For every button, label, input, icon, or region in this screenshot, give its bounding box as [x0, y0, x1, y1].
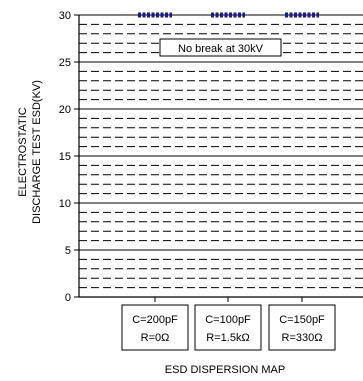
condition-resistance: R=0Ω: [141, 332, 170, 344]
axis-layer: 0 5 10 15 20 25 30: [59, 10, 363, 304]
x-axis-title: ESD DISPERSION MAP: [165, 364, 285, 376]
condition-box: C=150pF R=330Ω: [268, 304, 336, 351]
y-tick-label: 25: [59, 57, 71, 69]
y-tick-label: 15: [59, 151, 71, 163]
condition-box-frame: [194, 304, 262, 351]
y-tick-label: 0: [65, 292, 71, 304]
annotation: No break at 30kV: [159, 38, 282, 57]
condition-box: C=100pF R=1.5kΩ: [194, 304, 262, 351]
condition-box-frame: [121, 304, 189, 351]
condition-box: C=200pF R=0Ω: [121, 304, 189, 351]
condition-box-frame: [268, 304, 336, 351]
y-tick-label: 30: [59, 10, 71, 22]
condition-capacitance: C=100pF: [205, 314, 251, 326]
y-tick-label: 20: [59, 104, 71, 116]
condition-resistance: R=1.5kΩ: [206, 332, 249, 344]
annotation-box: [159, 38, 282, 57]
annotation-text: No break at 30kV: [178, 43, 264, 55]
condition-capacitance: C=150pF: [279, 314, 325, 326]
condition-boxes: C=200pF R=0Ω C=100pF R=1.5kΩ C=150pF R=330Ω: [121, 304, 336, 351]
condition-capacitance: C=200pF: [132, 314, 178, 326]
y-tick-label: 5: [65, 245, 71, 257]
y-axis-title-line2: DISCHARGE TEST ESD(KV): [31, 80, 43, 224]
condition-resistance: R=330Ω: [282, 332, 323, 344]
y-tick-label: 10: [59, 198, 71, 210]
y-axis-title-line1: ELECTROSTATIC: [17, 107, 29, 196]
